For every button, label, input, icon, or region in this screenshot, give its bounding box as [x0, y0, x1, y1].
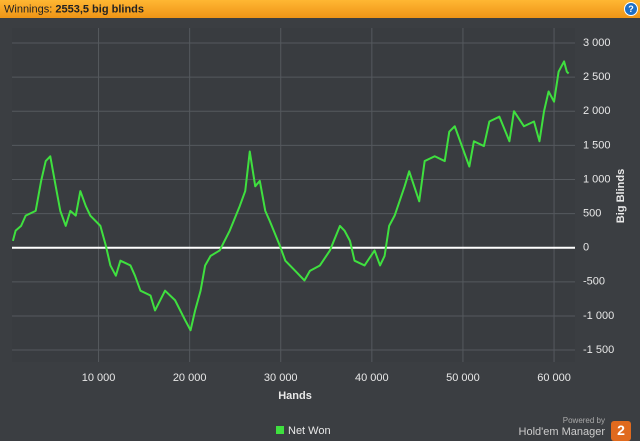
y-tick-label: 2 500	[583, 71, 611, 83]
logo	[611, 421, 631, 441]
header-bar	[0, 0, 640, 18]
y-tick-label: 500	[583, 207, 601, 219]
logo-version: 2	[617, 422, 625, 438]
plot-area	[12, 28, 575, 362]
product-name: Hold'em Manager	[519, 426, 606, 438]
x-tick-label: 60 000	[537, 372, 571, 384]
x-tick-label: 30 000	[264, 372, 298, 384]
x-tick-label: 10 000	[82, 372, 116, 384]
y-tick-label: 1 500	[583, 139, 611, 151]
powered-by: Powered by	[563, 416, 605, 425]
header-value: 2553,5 big blinds	[55, 3, 144, 15]
data-line	[11, 60, 570, 332]
header-label: Winnings:	[4, 3, 52, 15]
y-tick-label: 0	[583, 242, 589, 254]
y-axis-label: Big Blinds	[615, 169, 627, 223]
y-tick-label: 1 000	[583, 173, 611, 185]
x-tick-label: 40 000	[355, 372, 389, 384]
x-tick-label: 20 000	[173, 372, 207, 384]
y-tick-label: -1 500	[583, 344, 614, 356]
y-tick-label: 3 000	[583, 37, 611, 49]
y-tick-label: 2 000	[583, 105, 611, 117]
legend-label: Net Won	[288, 425, 331, 437]
x-tick-label: 50 000	[446, 372, 480, 384]
y-tick-label: -500	[583, 276, 605, 288]
y-tick-label: -1 000	[583, 310, 614, 322]
x-axis-label: Hands	[278, 390, 312, 402]
help-button[interactable]: ?	[624, 2, 638, 16]
header: Winnings: 2553,5 big blinds	[4, 3, 144, 15]
legend-swatch	[276, 426, 284, 434]
svg-text:?: ?	[628, 4, 634, 14]
